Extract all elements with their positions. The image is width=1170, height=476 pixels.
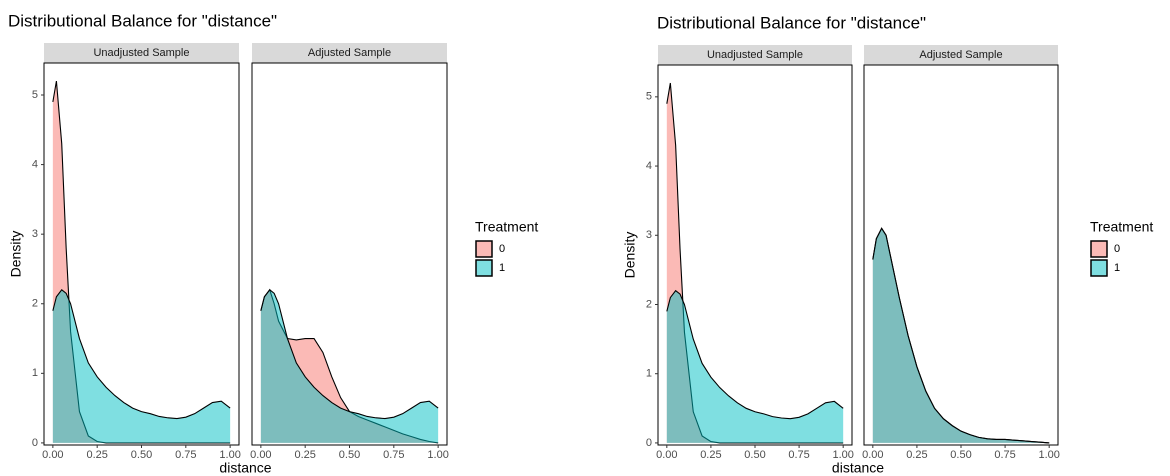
x-axis-title: distance <box>219 460 271 476</box>
density-line <box>260 289 439 420</box>
y-tick-label: 2 <box>646 298 652 310</box>
x-tick-label: 1.00 <box>832 449 853 461</box>
y-tick-label: 5 <box>32 89 38 101</box>
y-tick-label: 1 <box>32 367 38 379</box>
strip-label: Adjusted Sample <box>308 47 391 59</box>
x-tick-label: 1.00 <box>427 449 448 461</box>
chart: Distributional Balance for "distance" Una… <box>622 13 1154 475</box>
chart-title: Distributional Balance for "distance" <box>8 11 277 30</box>
density-area <box>666 290 844 443</box>
strip-label: Adjusted Sample <box>919 49 1002 61</box>
strip-label: Unadjusted Sample <box>93 47 189 59</box>
legend-label: 0 <box>499 243 505 255</box>
y-tick-label: 4 <box>32 158 38 170</box>
y-tick-label: 0 <box>646 437 652 449</box>
x-tick-label: 1.00 <box>219 449 240 461</box>
x-tick-label: 0.75 <box>383 449 404 461</box>
density-area <box>872 228 1050 443</box>
x-tick-label: 0.75 <box>788 449 809 461</box>
x-tick-label: 0.50 <box>131 449 152 461</box>
legend-title: Treatment <box>475 219 538 235</box>
legend-label: 1 <box>1114 262 1120 274</box>
y-axis-title: Density <box>8 231 24 278</box>
x-tick-label: 0.50 <box>339 449 360 461</box>
legend-key <box>475 259 493 277</box>
y-tick-label: 3 <box>32 228 38 240</box>
density-line <box>666 289 844 420</box>
x-tick-label: 0.25 <box>700 449 721 461</box>
x-tick-label: 0.25 <box>906 449 927 461</box>
strip <box>44 43 239 63</box>
x-tick-label: 1.00 <box>1038 449 1059 461</box>
x-tick-label: 0.50 <box>744 449 765 461</box>
legend-title: Treatment <box>1090 219 1153 235</box>
x-tick-label: 0.00 <box>862 449 883 461</box>
density-area <box>52 289 231 443</box>
x-tick-label: 0.25 <box>86 449 107 461</box>
strip <box>658 45 852 65</box>
strip <box>864 45 1058 65</box>
x-tick-label: 0.75 <box>175 449 196 461</box>
y-tick-label: 4 <box>646 160 652 172</box>
chart-title: Distributional Balance for "distance" <box>657 13 926 32</box>
x-tick-label: 0.00 <box>42 449 63 461</box>
x-tick-label: 0.75 <box>994 449 1015 461</box>
x-tick-label: 0.25 <box>294 449 315 461</box>
strip <box>252 43 447 63</box>
legend-key <box>475 240 493 258</box>
y-tick-label: 2 <box>32 298 38 310</box>
y-tick-label: 0 <box>32 437 38 449</box>
y-tick-label: 3 <box>646 229 652 241</box>
density-line <box>872 227 1050 444</box>
x-tick-label: 0.00 <box>656 449 677 461</box>
y-axis-title: Density <box>622 232 638 279</box>
density-line <box>52 289 231 420</box>
x-tick-label: 0.50 <box>950 449 971 461</box>
legend-key <box>1090 259 1108 277</box>
x-axis-title: distance <box>832 460 884 476</box>
legend-label: 0 <box>1114 243 1120 255</box>
strip-label: Unadjusted Sample <box>707 49 803 61</box>
legend-label: 1 <box>499 262 505 274</box>
chart: Distributional Balance for "distance" Una… <box>8 11 539 475</box>
y-tick-label: 1 <box>646 368 652 380</box>
legend-key <box>1090 240 1108 258</box>
y-tick-label: 5 <box>646 91 652 103</box>
x-tick-label: 0.00 <box>250 449 271 461</box>
density-area <box>260 289 439 443</box>
